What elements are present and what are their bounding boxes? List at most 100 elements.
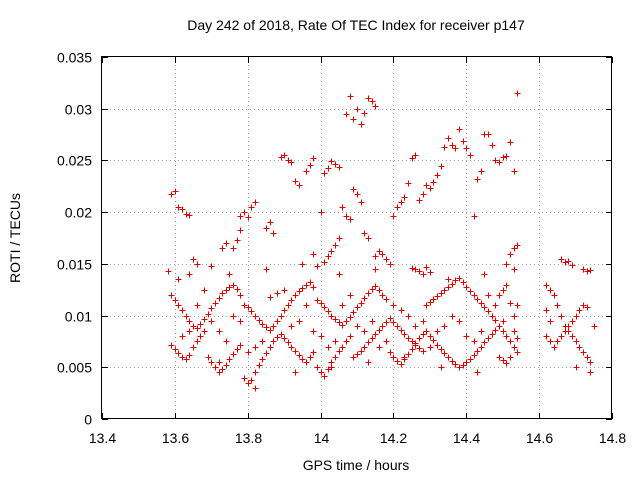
data-point [190,344,197,351]
data-point [427,269,434,276]
data-point [237,318,244,325]
data-point [361,328,368,335]
data-point [361,110,368,117]
data-point [489,142,496,149]
data-point [369,335,376,342]
data-point [332,338,339,345]
data-point [463,359,470,366]
data-point [318,300,325,307]
data-point [175,204,182,211]
data-point [194,338,201,345]
data-point [354,191,361,198]
data-point [303,359,310,366]
data-point [241,302,248,309]
data-point [350,309,357,316]
data-point [471,352,478,359]
data-point [394,323,401,330]
data-point [347,314,354,321]
data-point [584,268,591,275]
data-point [401,194,408,201]
data-point [543,282,550,289]
data-point [226,356,233,363]
data-point [223,240,230,247]
data-point [175,302,182,309]
data-point [336,271,343,278]
data-point [503,360,510,367]
data-point [365,290,372,297]
data-point [270,338,277,345]
data-point [310,251,317,258]
data-point [263,266,270,273]
data-point [365,235,372,242]
data-point [434,328,441,335]
data-point [267,219,274,226]
data-point [314,263,321,270]
data-point [449,358,456,365]
data-point [237,213,244,220]
data-point [569,333,576,340]
data-point [267,294,274,301]
data-point [288,323,295,330]
data-point [234,346,241,353]
data-point [194,261,201,268]
data-point [438,364,445,371]
data-point [416,335,423,342]
data-point [314,297,321,304]
data-point [234,286,241,293]
data-point [372,266,379,273]
data-point [288,344,295,351]
data-point [420,331,427,338]
data-point [296,288,303,295]
data-point [452,145,459,152]
data-point [354,106,361,113]
data-point [398,327,405,334]
data-point [485,308,492,315]
data-point [580,349,587,356]
data-point [332,316,339,323]
data-point [223,338,230,345]
data-point [405,313,412,320]
data-point [467,152,474,159]
data-point [387,349,394,356]
data-point [412,152,419,159]
data-point [569,262,576,269]
data-point [325,344,332,351]
data-point [423,264,430,271]
data-point [438,346,445,353]
data-point [339,302,346,309]
data-point [230,313,237,320]
data-point [430,337,437,344]
data-point [372,103,379,110]
data-point [365,339,372,346]
data-point [409,265,416,272]
data-point [379,251,386,258]
data-point [390,213,397,220]
data-point [500,357,507,364]
data-point [514,242,521,249]
data-point [252,369,259,376]
data-point [441,323,448,330]
data-point [438,163,445,170]
data-point [299,356,306,363]
data-point [245,349,252,356]
data-point [420,348,427,355]
data-point [376,344,383,351]
data-point [565,323,572,330]
data-point [201,316,208,323]
x-tick-label: 14.6 [526,430,553,446]
data-point [511,245,518,252]
data-point [449,142,456,149]
data-point [376,287,383,294]
data-point [347,333,354,340]
data-point [503,261,510,268]
data-point [445,135,452,142]
data-point [471,292,478,299]
data-point [325,308,332,315]
data-point [416,345,423,352]
data-point [485,335,492,342]
data-point [412,340,419,347]
data-point [543,307,550,314]
data-point [354,323,361,330]
data-point [376,327,383,334]
plot-frame [101,56,612,419]
